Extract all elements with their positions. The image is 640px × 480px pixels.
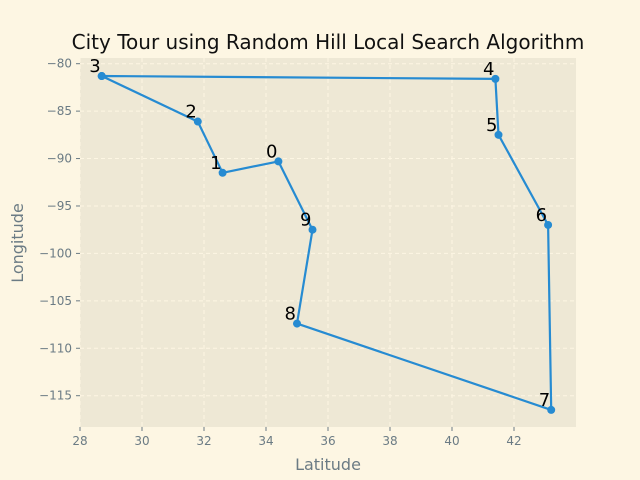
city-label: 7 [539,390,550,411]
y-tick-label: −105 [39,294,72,308]
city-label: 6 [536,205,547,226]
chart-title: City Tour using Random Hill Local Search… [72,30,585,54]
x-tick-label: 32 [196,434,211,448]
city-point [308,225,317,234]
city-label: 1 [210,153,221,174]
city-point [193,117,202,126]
x-tick-label: 42 [506,434,521,448]
y-tick-label: −85 [47,104,72,118]
city-label: 5 [486,115,497,136]
y-tick-label: −100 [39,246,72,260]
y-tick-label: −80 [47,57,72,71]
x-tick-label: 28 [72,434,87,448]
city-labels: 3 4 5 6 7 8 9 0 1 2 [89,56,550,411]
series [97,72,556,414]
x-tick-label: 38 [382,434,397,448]
city-point [218,168,227,177]
city-point [293,319,301,328]
city-point [494,130,503,139]
x-tick-label: 36 [320,434,335,448]
x-tick-label: 40 [444,434,459,448]
city-point [544,220,553,229]
city-point [274,157,283,166]
x-tick-label: 30 [134,434,149,448]
city-label: 4 [483,59,494,80]
y-axis-label: Longitude [8,203,27,283]
city-point [491,74,500,83]
ticks: 28 30 32 34 36 38 40 42−80−85−90−95−100−105−110… [39,57,522,448]
y-tick-label: −115 [39,389,72,403]
x-axis-label: Latitude [295,455,361,474]
city-label: 2 [185,102,196,123]
city-point [547,405,556,414]
y-tick-label: −90 [47,152,72,166]
city-label: 3 [89,56,100,77]
y-tick-label: −110 [39,341,72,355]
x-tick-label: 34 [258,434,273,448]
city-label: 8 [285,304,296,325]
y-tick-label: −95 [47,199,72,213]
grid [79,58,576,427]
city-label: 9 [300,210,311,231]
city-point [97,72,106,81]
city-label: 0 [266,141,277,162]
